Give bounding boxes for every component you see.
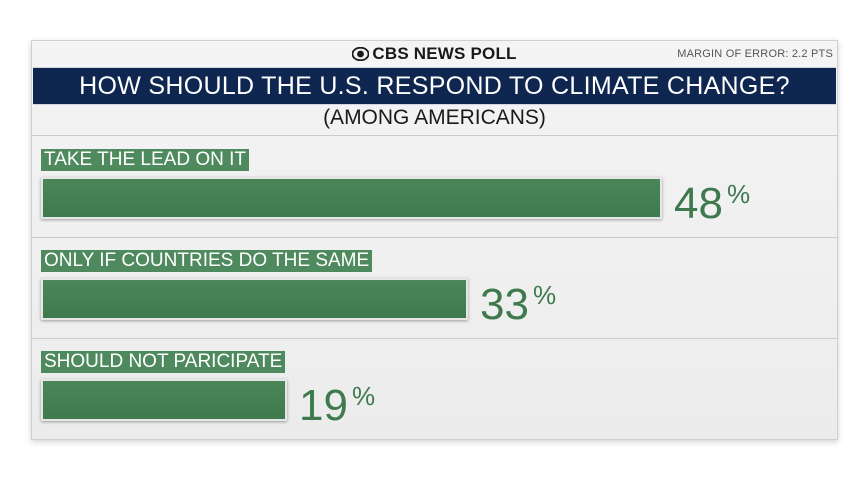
bar	[41, 177, 662, 219]
poll-card: CBS NEWS POLL MARGIN OF ERROR: 2.2 PTS H…	[31, 40, 838, 440]
bar-row: ONLY IF COUNTRIES DO THE SAME 33%	[32, 250, 837, 330]
bar-row: TAKE THE LEAD ON IT 48%	[32, 149, 837, 229]
margin-of-error: MARGIN OF ERROR: 2.2 PTS	[677, 48, 833, 60]
category-label: SHOULD NOT PARICIPATE	[41, 351, 286, 373]
chart-subtitle: (AMONG AMERICANS)	[323, 106, 546, 129]
top-bar: CBS NEWS POLL MARGIN OF ERROR: 2.2 PTS	[32, 41, 837, 65]
divider	[32, 338, 837, 339]
percent-sign: %	[532, 280, 557, 310]
percent-sign: %	[726, 179, 751, 209]
brand-logo: CBS NEWS POLL	[32, 44, 837, 64]
brand-text: CBS NEWS POLL	[372, 44, 517, 63]
divider	[32, 135, 837, 136]
bar-row: SHOULD NOT PARICIPATE 19%	[32, 351, 837, 431]
percent-value: 19	[299, 381, 348, 430]
percent-sign: %	[351, 381, 376, 411]
category-label: TAKE THE LEAD ON IT	[41, 149, 250, 171]
chart-title: HOW SHOULD THE U.S. RESPOND TO CLIMATE C…	[33, 67, 836, 105]
data-label: 19%	[299, 381, 375, 428]
percent-value: 48	[674, 179, 723, 228]
data-label: 48%	[674, 179, 750, 226]
percent-value: 33	[480, 280, 529, 329]
bar	[41, 379, 287, 421]
category-label: ONLY IF COUNTRIES DO THE SAME	[41, 250, 373, 272]
bar	[41, 278, 468, 320]
divider	[32, 237, 837, 238]
data-label: 33%	[480, 280, 556, 327]
cbs-eye-icon	[352, 47, 370, 61]
